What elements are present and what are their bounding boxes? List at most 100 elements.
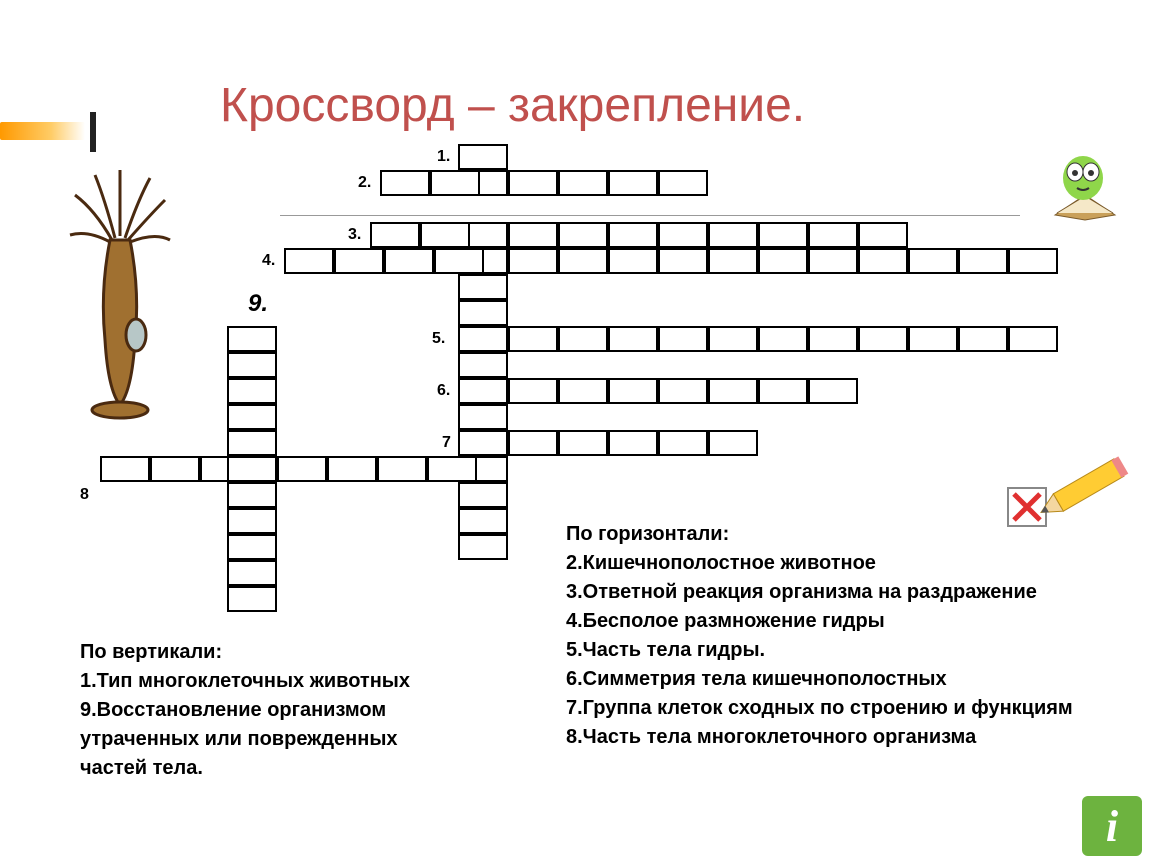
cell[interactable] bbox=[227, 482, 277, 508]
cell[interactable] bbox=[958, 326, 1008, 352]
cell[interactable] bbox=[227, 534, 277, 560]
cell[interactable] bbox=[758, 378, 808, 404]
label-5: 5. bbox=[432, 330, 445, 348]
label-4: 4. bbox=[262, 252, 275, 270]
vertical-clues-title: По вертикали: bbox=[80, 641, 222, 663]
cell[interactable] bbox=[458, 144, 508, 170]
cell[interactable] bbox=[558, 170, 608, 196]
horizontal-clues-title: По горизонтали: bbox=[566, 523, 729, 545]
cell[interactable] bbox=[558, 326, 608, 352]
cell[interactable] bbox=[427, 456, 477, 482]
info-icon[interactable]: i bbox=[1082, 796, 1142, 856]
cell[interactable] bbox=[708, 378, 758, 404]
cell[interactable] bbox=[558, 222, 608, 248]
cell[interactable] bbox=[558, 248, 608, 274]
cell[interactable] bbox=[227, 378, 277, 404]
clue-h7: 7.Группа клеток сходных по строению и фу… bbox=[566, 697, 1073, 719]
cell[interactable] bbox=[377, 456, 427, 482]
cell[interactable] bbox=[277, 456, 327, 482]
cell[interactable] bbox=[458, 274, 508, 300]
cell[interactable] bbox=[508, 222, 558, 248]
cell[interactable] bbox=[808, 248, 858, 274]
cell[interactable] bbox=[384, 248, 434, 274]
cell[interactable] bbox=[608, 326, 658, 352]
cell[interactable] bbox=[508, 248, 558, 274]
bookworm-illustration bbox=[1035, 140, 1135, 230]
cell[interactable] bbox=[334, 248, 384, 274]
cell[interactable] bbox=[227, 430, 277, 456]
cell[interactable] bbox=[808, 378, 858, 404]
cell[interactable] bbox=[227, 456, 277, 482]
clue-h2: 2.Кишечнополостное животное bbox=[566, 552, 876, 574]
cell[interactable] bbox=[708, 326, 758, 352]
cell[interactable] bbox=[608, 248, 658, 274]
label-9: 9. bbox=[248, 290, 268, 318]
cell[interactable] bbox=[508, 326, 558, 352]
cell[interactable] bbox=[808, 222, 858, 248]
cell[interactable] bbox=[958, 248, 1008, 274]
cell[interactable] bbox=[808, 326, 858, 352]
cell[interactable] bbox=[858, 222, 908, 248]
cell[interactable] bbox=[430, 170, 480, 196]
cell[interactable] bbox=[658, 248, 708, 274]
cell[interactable] bbox=[658, 326, 708, 352]
cell[interactable] bbox=[708, 430, 758, 456]
info-glyph: i bbox=[1106, 801, 1118, 852]
cell[interactable] bbox=[508, 378, 558, 404]
cell[interactable] bbox=[227, 326, 277, 352]
decorative-bar-vertical bbox=[90, 112, 96, 152]
cell[interactable] bbox=[658, 430, 708, 456]
cell[interactable] bbox=[458, 430, 508, 456]
cell[interactable] bbox=[227, 560, 277, 586]
cell[interactable] bbox=[458, 352, 508, 378]
cell[interactable] bbox=[908, 248, 958, 274]
cell[interactable] bbox=[227, 404, 277, 430]
cell[interactable] bbox=[370, 222, 420, 248]
cell[interactable] bbox=[758, 222, 808, 248]
cell[interactable] bbox=[458, 508, 508, 534]
cell[interactable] bbox=[458, 326, 508, 352]
cell[interactable] bbox=[1008, 326, 1058, 352]
cell[interactable] bbox=[458, 378, 508, 404]
cell[interactable] bbox=[658, 222, 708, 248]
cell[interactable] bbox=[100, 456, 150, 482]
cell[interactable] bbox=[458, 300, 508, 326]
cell[interactable] bbox=[458, 534, 508, 560]
clue-h3: 3.Ответной реакция организма на раздраже… bbox=[566, 581, 1037, 603]
cell[interactable] bbox=[380, 170, 430, 196]
cell[interactable] bbox=[150, 456, 200, 482]
cell[interactable] bbox=[434, 248, 484, 274]
cell[interactable] bbox=[708, 248, 758, 274]
cell[interactable] bbox=[458, 482, 508, 508]
cell[interactable] bbox=[658, 378, 708, 404]
cell[interactable] bbox=[458, 404, 508, 430]
cell[interactable] bbox=[708, 222, 758, 248]
clue-h5: 5.Часть тела гидры. bbox=[566, 639, 765, 661]
cell[interactable] bbox=[508, 170, 558, 196]
cell[interactable] bbox=[658, 170, 708, 196]
cell[interactable] bbox=[858, 326, 908, 352]
cell[interactable] bbox=[758, 248, 808, 274]
cell[interactable] bbox=[608, 430, 658, 456]
clue-v1: 1.Тип многоклеточных животных bbox=[80, 670, 410, 692]
cell[interactable] bbox=[227, 508, 277, 534]
cell[interactable] bbox=[608, 222, 658, 248]
label-1: 1. bbox=[437, 148, 450, 166]
cell[interactable] bbox=[758, 326, 808, 352]
vertical-clues: По вертикали: 1.Тип многоклеточных живот… bbox=[80, 638, 460, 783]
cell[interactable] bbox=[420, 222, 470, 248]
cell[interactable] bbox=[284, 248, 334, 274]
clue-v9: 9.Восстановление организмом утраченных и… bbox=[80, 699, 398, 779]
cell[interactable] bbox=[508, 430, 558, 456]
cell[interactable] bbox=[558, 378, 608, 404]
cell[interactable] bbox=[1008, 248, 1058, 274]
cell[interactable] bbox=[227, 586, 277, 612]
cell[interactable] bbox=[558, 430, 608, 456]
cell[interactable] bbox=[908, 326, 958, 352]
page-title: Кроссворд – закрепление. bbox=[220, 78, 805, 133]
cell[interactable] bbox=[608, 378, 658, 404]
cell[interactable] bbox=[608, 170, 658, 196]
cell[interactable] bbox=[858, 248, 908, 274]
cell[interactable] bbox=[227, 352, 277, 378]
cell[interactable] bbox=[327, 456, 377, 482]
